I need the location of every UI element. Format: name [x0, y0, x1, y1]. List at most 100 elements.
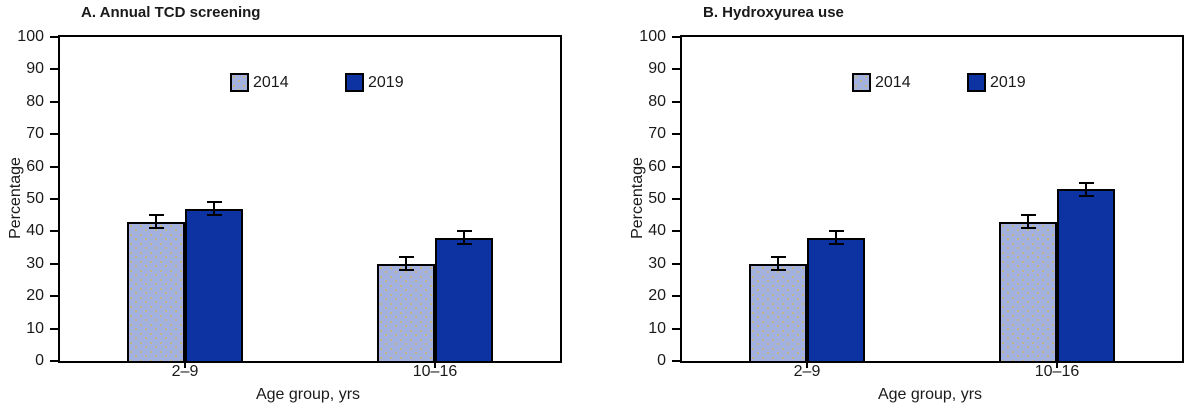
panel-b-title: B. Hydroxyurea use	[703, 4, 844, 21]
y-axis-tick	[672, 198, 680, 200]
y-axis-tick	[50, 198, 58, 200]
y-axis-tick-label: 90	[648, 60, 666, 78]
y-axis-tick-label: 60	[648, 157, 666, 175]
bar-2019-age-10-16	[435, 238, 493, 361]
x-axis-tick	[1056, 361, 1058, 368]
y-axis-tick	[672, 262, 680, 265]
error-bar-line	[1085, 182, 1087, 196]
panel-tcd-screening: A. Annual TCD screening Percentage 2014 2…	[0, 0, 592, 414]
y-axis-tick-label: 50	[26, 190, 44, 207]
y-axis-tick	[672, 100, 680, 103]
y-axis-tick-label: 100	[17, 28, 44, 45]
error-bar-line	[777, 257, 779, 271]
bar-2019-age-2-9	[185, 209, 243, 361]
y-axis-tick-label: 70	[26, 125, 44, 143]
error-bar-cap-bottom	[206, 214, 222, 217]
legend-label-2014: 2014	[253, 74, 289, 91]
error-bar-cap-bottom	[1078, 194, 1094, 197]
legend-label-2014: 2014	[875, 74, 911, 91]
y-axis-tick-label: 30	[648, 254, 666, 272]
error-bar-line	[463, 231, 465, 245]
y-axis-tick	[50, 36, 58, 38]
bar-2014-age-2-9	[127, 222, 185, 361]
x-axis-tick	[184, 361, 186, 368]
y-axis-tick-label: 100	[639, 28, 666, 45]
error-bar-cap-bottom	[398, 269, 414, 272]
panel-b-x-axis-label: Age group, yrs	[877, 386, 983, 403]
y-axis-tick-label: 10	[26, 319, 44, 337]
legend-label-2019: 2019	[990, 74, 1026, 91]
y-axis-tick	[50, 360, 58, 362]
y-axis-tick-label: 90	[26, 60, 44, 78]
y-axis-tick-label: 30	[26, 254, 44, 272]
legend-label-2019: 2019	[368, 74, 404, 91]
bar-2014-age-2-9	[749, 264, 807, 361]
y-axis-tick	[50, 133, 58, 136]
y-axis-tick	[672, 327, 680, 330]
y-axis-tick	[672, 165, 680, 168]
error-bar-cap-top	[456, 230, 472, 233]
bar-2014-age-10-16	[377, 264, 435, 361]
y-axis-tick	[672, 36, 680, 38]
y-axis-tick	[50, 262, 58, 265]
y-axis-tick-label: 70	[648, 125, 666, 143]
error-bar-line	[835, 231, 837, 245]
x-axis-category-label: 2–9	[793, 363, 821, 380]
error-bar-cap-top	[1020, 214, 1036, 217]
error-bar-cap-top	[148, 214, 164, 217]
legend-swatch-2019	[345, 73, 364, 92]
error-bar-cap-top	[770, 256, 786, 259]
error-bar-cap-bottom	[770, 269, 786, 272]
error-bar-cap-bottom	[148, 227, 164, 230]
panel-hydroxyurea-use: B. Hydroxyurea use Percentage 2014 2019 A…	[622, 0, 1185, 414]
y-axis-tick	[50, 68, 58, 71]
error-bar-cap-top	[398, 256, 414, 259]
y-axis-tick-label: 10	[648, 319, 666, 337]
x-axis-tick	[806, 361, 808, 368]
error-bar-line	[155, 215, 157, 229]
y-axis-tick-label: 0	[657, 352, 666, 369]
y-axis-tick-label: 60	[26, 157, 44, 175]
x-axis-category-label: 10–16	[412, 363, 458, 380]
y-axis-tick	[50, 100, 58, 103]
y-axis-tick	[50, 327, 58, 330]
y-axis-tick	[50, 295, 58, 298]
error-bar-cap-bottom	[828, 243, 844, 246]
x-axis-category-label: 10–16	[1034, 363, 1080, 380]
error-bar-line	[405, 257, 407, 271]
y-axis-tick	[672, 230, 680, 233]
y-axis-tick	[50, 165, 58, 168]
y-axis-tick-label: 0	[35, 352, 44, 369]
error-bar-cap-bottom	[1020, 227, 1036, 230]
y-axis-tick	[672, 360, 680, 362]
y-axis-tick-label: 20	[26, 287, 44, 305]
y-axis-tick	[50, 230, 58, 233]
bar-2014-age-10-16	[999, 222, 1057, 361]
error-bar-cap-top	[206, 201, 222, 204]
y-axis-tick-label: 20	[648, 287, 666, 305]
legend-swatch-2014	[852, 73, 871, 92]
bar-2019-age-10-16	[1057, 189, 1115, 361]
error-bar-line	[213, 202, 215, 216]
error-bar-cap-top	[1078, 181, 1094, 184]
x-axis-category-label: 2–9	[171, 363, 199, 380]
y-axis-tick-label: 40	[648, 222, 666, 240]
y-axis-tick	[672, 133, 680, 136]
y-axis-tick-label: 40	[26, 222, 44, 240]
y-axis-tick-label: 80	[648, 92, 666, 110]
y-axis-tick	[672, 68, 680, 71]
x-axis-tick	[434, 361, 436, 368]
panel-a-x-axis-label: Age group, yrs	[255, 386, 361, 403]
y-axis-tick-label: 80	[26, 92, 44, 110]
legend-swatch-2019	[967, 73, 986, 92]
bar-2019-age-2-9	[807, 238, 865, 361]
panel-b-plot-area: 2014 2019	[680, 35, 1184, 363]
panel-a-title: A. Annual TCD screening	[81, 4, 261, 21]
error-bar-cap-top	[828, 230, 844, 233]
legend-swatch-2014	[230, 73, 249, 92]
error-bar-cap-bottom	[456, 243, 472, 246]
panel-a-plot-area: 2014 2019	[58, 35, 562, 363]
y-axis-tick-label: 50	[648, 190, 666, 207]
y-axis-tick	[672, 295, 680, 298]
